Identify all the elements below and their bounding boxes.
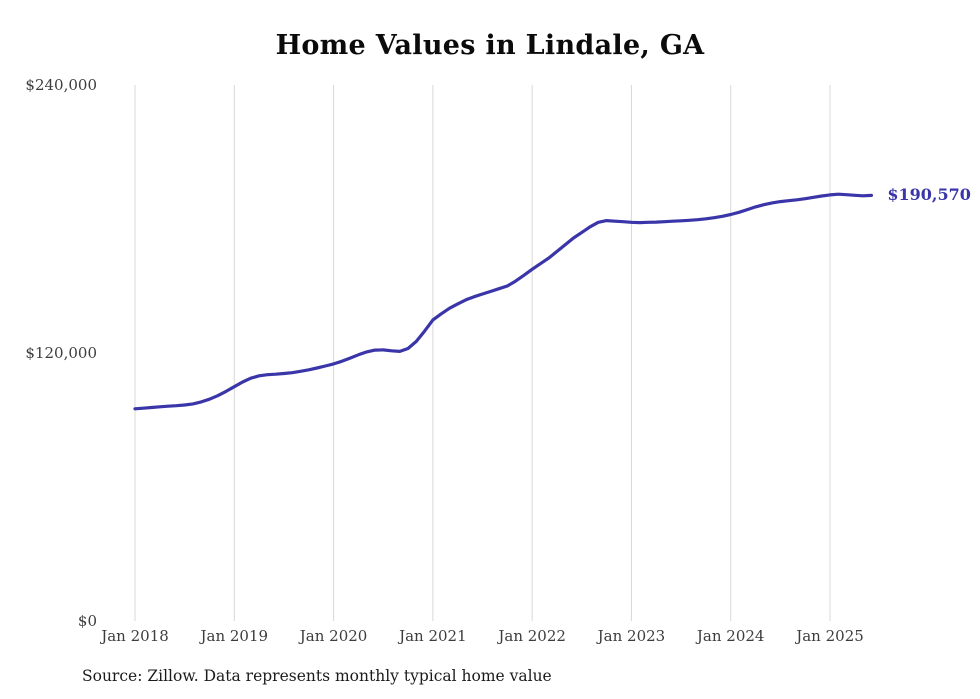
y-axis-tick-label: $240,000 [25,76,97,94]
y-axis-tick-label: $120,000 [25,344,97,362]
home-value-series-line [133,192,873,411]
x-axis-tick-label: Jan 2018 [101,627,169,645]
chart-title: Home Values in Lindale, GA [275,30,705,61]
x-axis-tick-label: Jan 2020 [299,627,368,645]
x-axis-tick-label: Jan 2023 [597,627,666,645]
x-axis-tick-label: Jan 2024 [696,627,765,645]
x-axis-tick-label: Jan 2021 [399,627,467,645]
y-axis-tick-label: $0 [77,612,97,630]
x-axis-tick-label: Jan 2025 [796,627,864,645]
x-axis-tick-label: Jan 2019 [200,627,269,645]
x-axis-tick-label: Jan 2022 [498,627,566,645]
source-note: Source: Zillow. Data represents monthly … [82,667,552,685]
current-value-label: $190,570 [887,185,971,205]
